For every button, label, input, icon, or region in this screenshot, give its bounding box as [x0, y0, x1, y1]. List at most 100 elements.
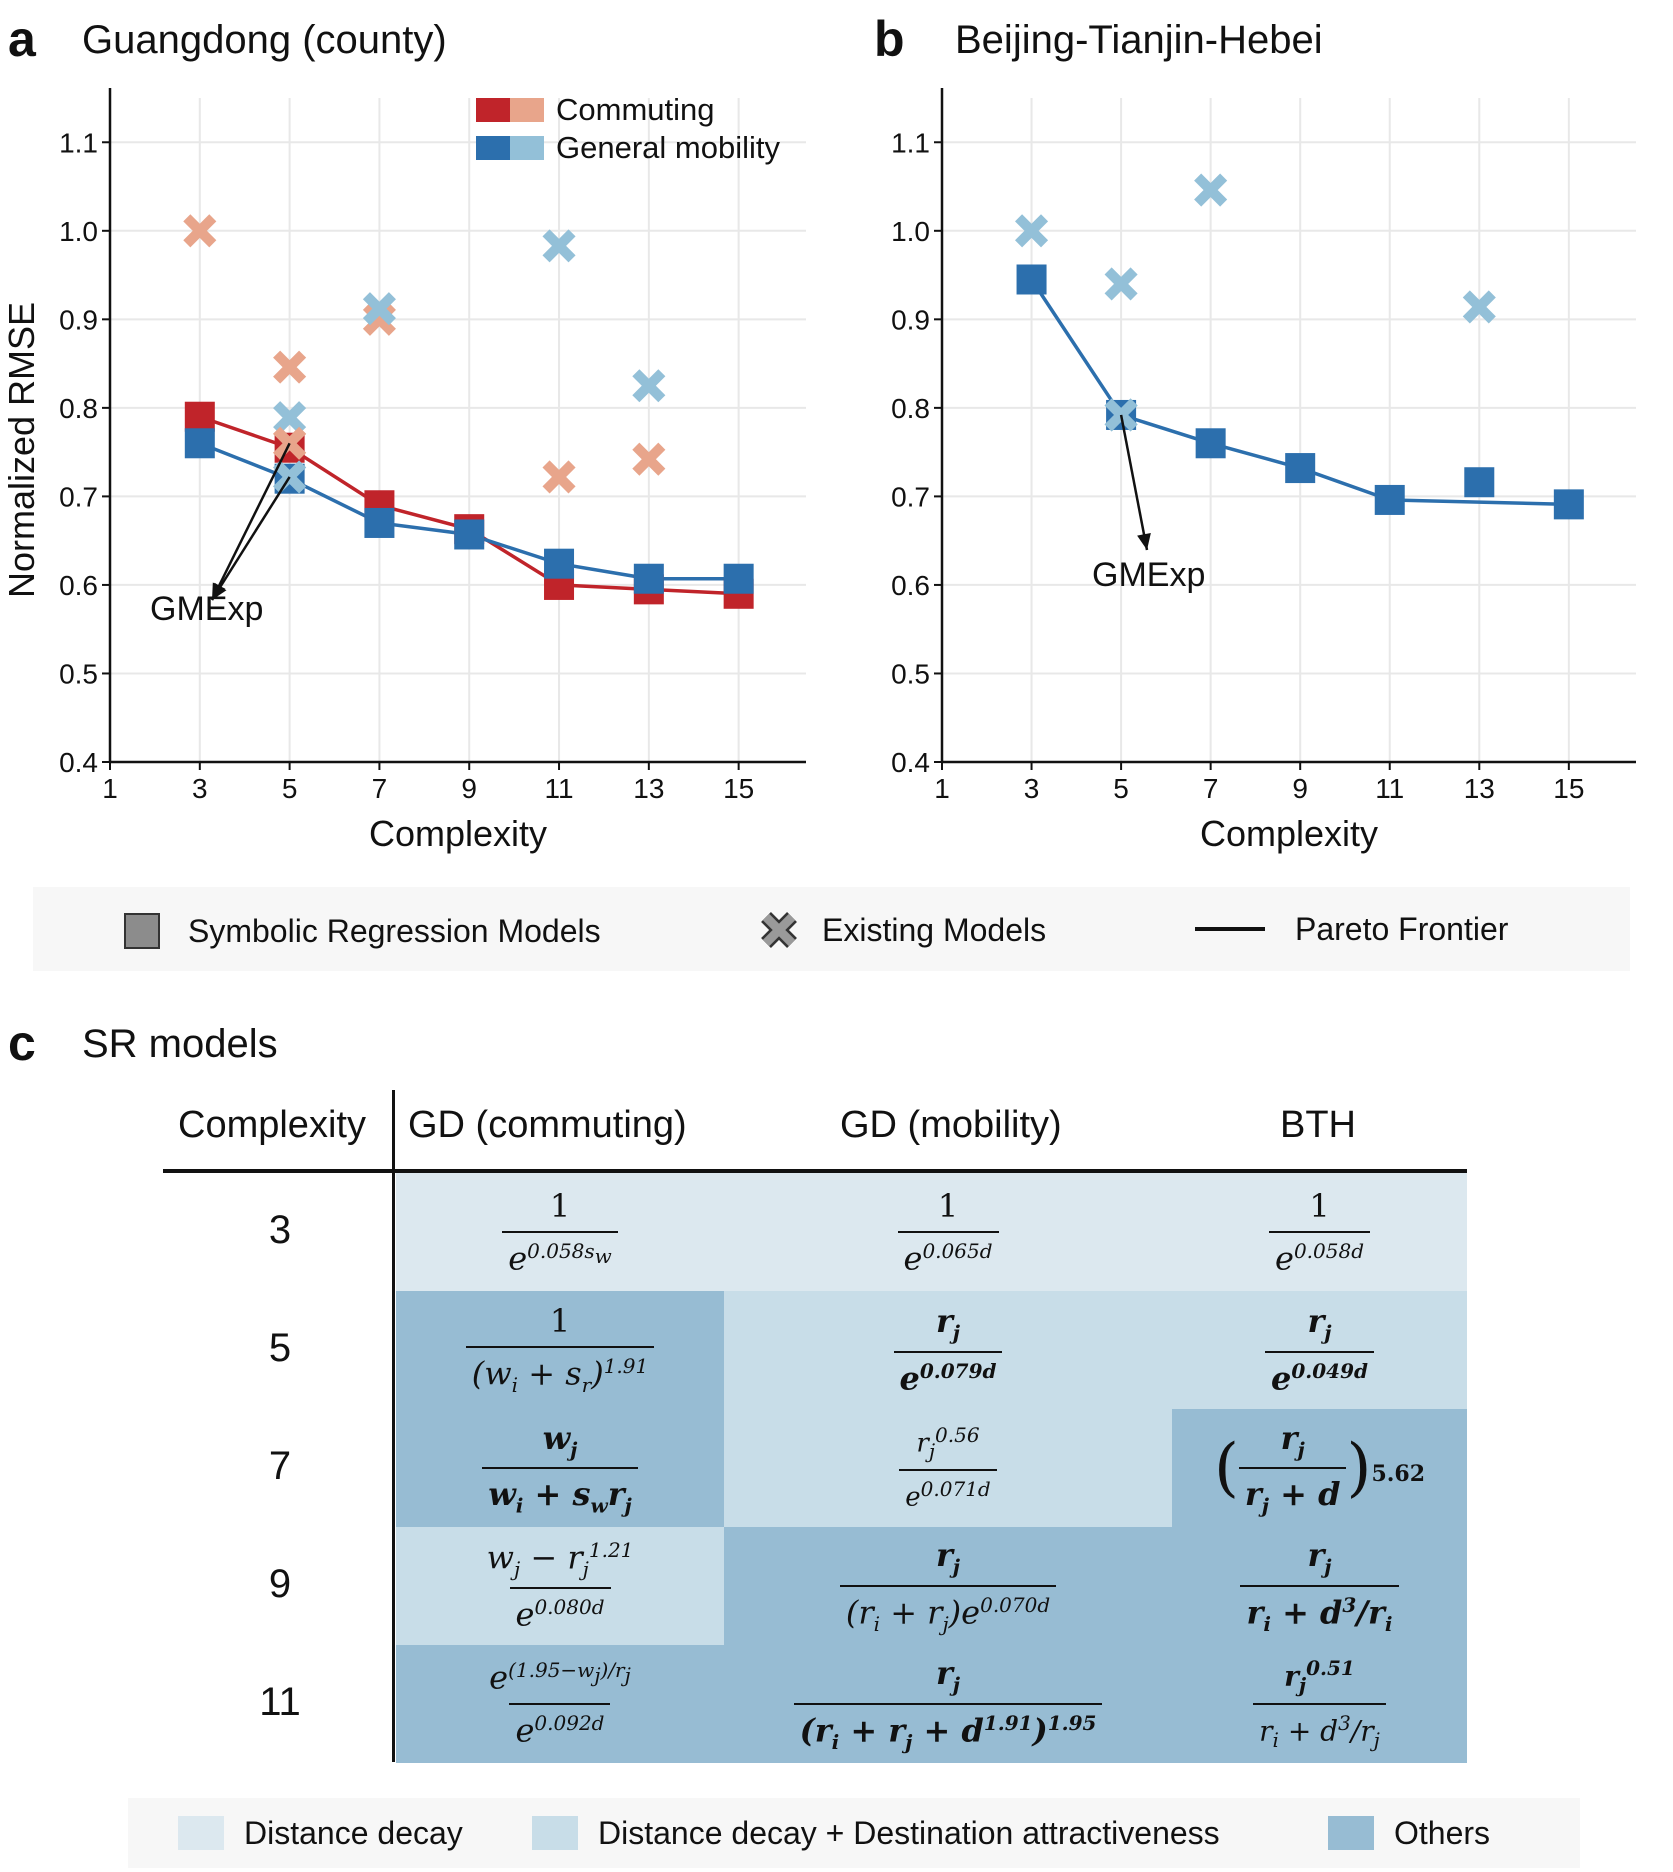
- x-tick-label: 7: [1203, 773, 1219, 804]
- panel-b-letter: b: [874, 11, 905, 67]
- x-tick-label: 9: [461, 773, 477, 804]
- existing-model-marker: [183, 214, 217, 248]
- x-tick-label: 5: [1113, 773, 1129, 804]
- sr-formula-cell: 1 e0.065d: [724, 1173, 1172, 1291]
- sr-formula-cell: 1 e0.058d: [1172, 1173, 1467, 1291]
- panel-b-title: Beijing-Tianjin-Hebei: [955, 18, 1323, 62]
- x-tick-label: 1: [102, 773, 118, 804]
- annotation-arrowhead: [1137, 532, 1151, 550]
- sr-formula-cell: wj − rj1.21 e0.080d: [396, 1527, 724, 1645]
- legend-pareto-item: Pareto Frontier: [1195, 913, 1508, 945]
- row-complexity-5: 5: [268, 1326, 292, 1370]
- x-axis-label: Complexity: [369, 813, 547, 854]
- header-complexity: Complexity: [178, 1104, 366, 1146]
- legend-sr-item: Symbolic Regression Models: [124, 913, 601, 949]
- row-complexity-7: 7: [268, 1444, 292, 1488]
- y-axis-label: Normalized RMSE: [1, 302, 42, 598]
- existing-model-marker: [273, 350, 307, 384]
- x-tick-label: 15: [1553, 773, 1584, 804]
- table-vertical-rule: [392, 1090, 395, 1762]
- sr-model-marker: [184, 428, 215, 459]
- legend-distance-decay-label: Distance decay: [244, 1815, 463, 1851]
- header-bth: BTH: [1280, 1104, 1356, 1146]
- y-tick-label: 0.7: [59, 481, 98, 512]
- x-marker-icon: [761, 912, 797, 948]
- x-tick-label: 3: [1024, 773, 1040, 804]
- y-tick-label: 0.4: [891, 747, 930, 778]
- x-tick-label: 15: [723, 773, 754, 804]
- line-icon: [1195, 927, 1265, 931]
- y-tick-label: 1.1: [891, 127, 930, 158]
- legend-distance-decay: Distance decay: [178, 1816, 463, 1850]
- swatch-dd-attract: [532, 1816, 578, 1850]
- existing-model-marker: [1104, 398, 1138, 432]
- y-tick-label: 0.5: [891, 658, 930, 689]
- existing-model-marker: [542, 229, 576, 263]
- panel-c-title: SR models: [82, 1022, 278, 1066]
- sr-formula-cell: rj0.51 ri + d3/rj: [1172, 1645, 1467, 1763]
- y-tick-label: 0.8: [891, 393, 930, 424]
- existing-model-marker: [542, 460, 576, 494]
- sr-formula-cell: rj0.56 e0.071d: [724, 1409, 1172, 1527]
- sr-model-marker: [544, 548, 575, 579]
- y-tick-label: 0.9: [891, 304, 930, 335]
- y-tick-label: 1.0: [891, 216, 930, 247]
- existing-model-marker: [1104, 267, 1138, 301]
- sr-model-marker: [364, 507, 395, 538]
- panel-a-letter: a: [8, 11, 36, 67]
- square-marker-icon: [124, 913, 160, 949]
- legend-swatch-mobility-light: [510, 136, 544, 160]
- existing-model-marker: [632, 369, 666, 403]
- legend-mobility-label: General mobility: [556, 130, 780, 165]
- sr-model-marker: [1464, 467, 1495, 498]
- pareto-frontier-line: [1030, 278, 1569, 507]
- legend-existing-item: Existing Models: [758, 909, 1046, 951]
- sr-model-marker: [1285, 453, 1316, 484]
- sr-model-marker: [1553, 489, 1584, 520]
- x-tick-label: 9: [1292, 773, 1308, 804]
- annotation-arrowhead: [212, 582, 227, 600]
- legend-pareto-label: Pareto Frontier: [1295, 911, 1509, 947]
- chart-b: 1 3 5 7 9 11 13 150.40.50.60.70.80.91.01.1Compl…: [891, 88, 1636, 854]
- row-complexity-9: 9: [268, 1562, 292, 1606]
- sr-model-marker: [633, 563, 664, 594]
- legend-swatch-commuting-dark: [476, 98, 510, 122]
- y-tick-label: 0.8: [59, 393, 98, 424]
- sr-model-marker: [723, 563, 754, 594]
- sr-formula-cell: e(1.95−wj)/rj e0.092d: [396, 1645, 724, 1763]
- y-tick-label: 0.9: [59, 304, 98, 335]
- sr-formula-cell: rj (ri + rj)e0.070d: [724, 1527, 1172, 1645]
- x-tick-label: 13: [633, 773, 664, 804]
- table-header-rule: [163, 1169, 1467, 1173]
- legend-others: Others: [1328, 1816, 1490, 1850]
- sr-model-marker: [454, 519, 485, 550]
- legend-existing-label: Existing Models: [822, 912, 1047, 948]
- sr-model-marker: [1374, 484, 1405, 515]
- existing-model-marker: [273, 426, 307, 460]
- x-tick-label: 1: [934, 773, 950, 804]
- existing-model-marker: [273, 401, 307, 435]
- x-tick-label: 11: [1375, 773, 1404, 804]
- y-tick-label: 0.5: [59, 658, 98, 689]
- x-axis-label: Complexity: [1200, 813, 1378, 854]
- legend-swatch-commuting-light: [510, 98, 544, 122]
- annotation-gmexp: GMExp: [1092, 556, 1205, 594]
- x-tick-label: 7: [372, 773, 388, 804]
- legend-ab: [33, 887, 1630, 971]
- sr-formula-cell: (rj rj + d) 5.62: [1172, 1409, 1467, 1527]
- annotation-arrow: [1119, 414, 1149, 551]
- sr-formula-cell: rj e0.049d: [1172, 1291, 1467, 1409]
- y-tick-label: 0.6: [891, 570, 930, 601]
- panel-c-letter: c: [8, 1015, 36, 1071]
- sr-formula-cell: wj wi + swrj: [396, 1409, 724, 1527]
- swatch-distance-decay: [178, 1816, 224, 1850]
- y-tick-label: 0.4: [59, 747, 98, 778]
- existing-model-marker: [1015, 214, 1049, 248]
- sr-formula-cell: 1 e0.058sw: [396, 1173, 724, 1291]
- sr-model-marker: [1195, 428, 1226, 459]
- sr-model-marker: [184, 401, 215, 432]
- x-tick-label: 13: [1464, 773, 1495, 804]
- sr-formula-cell: rj e0.079d: [724, 1291, 1172, 1409]
- x-tick-label: 3: [192, 773, 208, 804]
